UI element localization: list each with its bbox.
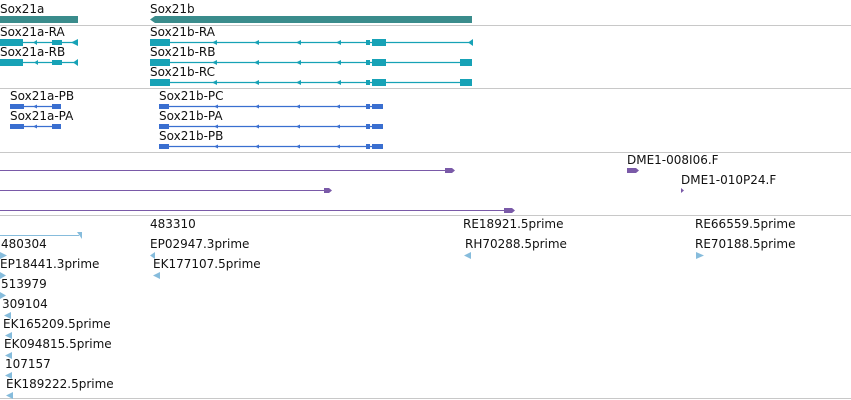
track-separator	[0, 25, 851, 26]
clone-008i06-glyph[interactable]	[627, 168, 639, 173]
pp-sox21b-pc-glyph[interactable]	[159, 104, 383, 109]
gene-sox21b-glyph[interactable]	[150, 16, 472, 23]
est-label: EK177107.5prime	[153, 257, 261, 271]
protein-label: Sox21b-PA	[159, 109, 223, 123]
clone-row-2-glyph[interactable]	[0, 188, 332, 193]
clone-row-1-glyph[interactable]	[0, 168, 455, 173]
est-label: RE70188.5prime	[695, 237, 796, 251]
pp-sox21b-pa-glyph[interactable]	[159, 124, 383, 129]
transcript-label: Sox21b-RC	[150, 65, 216, 79]
est-label: 107157	[5, 357, 51, 371]
gene-label: Sox21b	[150, 2, 195, 16]
pp-sox21b-pb-glyph[interactable]	[159, 144, 383, 149]
track-separator	[0, 398, 851, 399]
est-glyph-ep02947[interactable]	[150, 252, 155, 259]
tx-sox21a-rb-glyph[interactable]	[0, 59, 78, 66]
est-glyph-ep18441[interactable]	[0, 252, 7, 259]
est-label: 483310	[150, 217, 196, 231]
est-glyph-row-5[interactable]	[4, 312, 11, 319]
est-label: 480304	[1, 237, 47, 251]
est-label: EK189222.5prime	[6, 377, 114, 391]
transcript-label: Sox21a-RA	[0, 25, 65, 39]
protein-label: Sox21b-PC	[159, 89, 224, 103]
est-glyph-ek177107[interactable]	[153, 272, 160, 279]
clone-row-3-glyph[interactable]	[0, 208, 515, 213]
track-separator	[0, 152, 851, 153]
transcript-label: Sox21a-RB	[0, 45, 66, 59]
est-glyph-480304-line[interactable]	[0, 232, 82, 239]
est-glyph-309104[interactable]	[0, 292, 6, 299]
gene-label: Sox21a	[0, 2, 45, 16]
est-label: EK094815.5prime	[4, 337, 112, 351]
protein-label: Sox21a-PA	[10, 109, 74, 123]
tx-sox21b-ra-glyph[interactable]	[150, 39, 473, 46]
est-glyph-row-9[interactable]	[6, 392, 13, 399]
track-separator	[0, 88, 851, 89]
transcript-label: Sox21b-RA	[150, 25, 215, 39]
track-separator	[0, 215, 851, 216]
pp-sox21a-pb-glyph[interactable]	[10, 104, 61, 109]
tx-sox21b-rc-glyph[interactable]	[150, 79, 472, 86]
gene-sox21a-glyph[interactable]	[0, 16, 78, 23]
tx-sox21a-ra-glyph[interactable]	[0, 39, 78, 46]
est-glyph-row-7[interactable]	[5, 352, 12, 359]
est-label: EP02947.3prime	[150, 237, 250, 251]
transcript-label: Sox21b-RB	[150, 45, 216, 59]
est-label: RH70288.5prime	[465, 237, 567, 251]
est-glyph-row-8[interactable]	[5, 372, 12, 379]
est-glyph-row-6[interactable]	[5, 332, 12, 339]
est-glyph-513979[interactable]	[0, 272, 6, 279]
est-label: 309104	[2, 297, 48, 311]
est-label: 513979	[1, 277, 47, 291]
est-label: EP18441.3prime	[0, 257, 100, 271]
est-glyph-re70188[interactable]	[696, 252, 704, 259]
tx-sox21b-rb-glyph[interactable]	[150, 59, 472, 66]
clone-010p24-glyph[interactable]	[681, 188, 684, 193]
clone-label: DME1-010P24.F	[681, 173, 777, 187]
pp-sox21a-pa-glyph[interactable]	[10, 124, 61, 129]
protein-label: Sox21a-PB	[10, 89, 75, 103]
est-label: RE66559.5prime	[695, 217, 796, 231]
est-label: RE18921.5prime	[463, 217, 564, 231]
est-label: EK165209.5prime	[3, 317, 111, 331]
protein-label: Sox21b-PB	[159, 129, 224, 143]
clone-label: DME1-008I06.F	[627, 153, 719, 167]
est-glyph-rh70288[interactable]	[464, 252, 471, 259]
